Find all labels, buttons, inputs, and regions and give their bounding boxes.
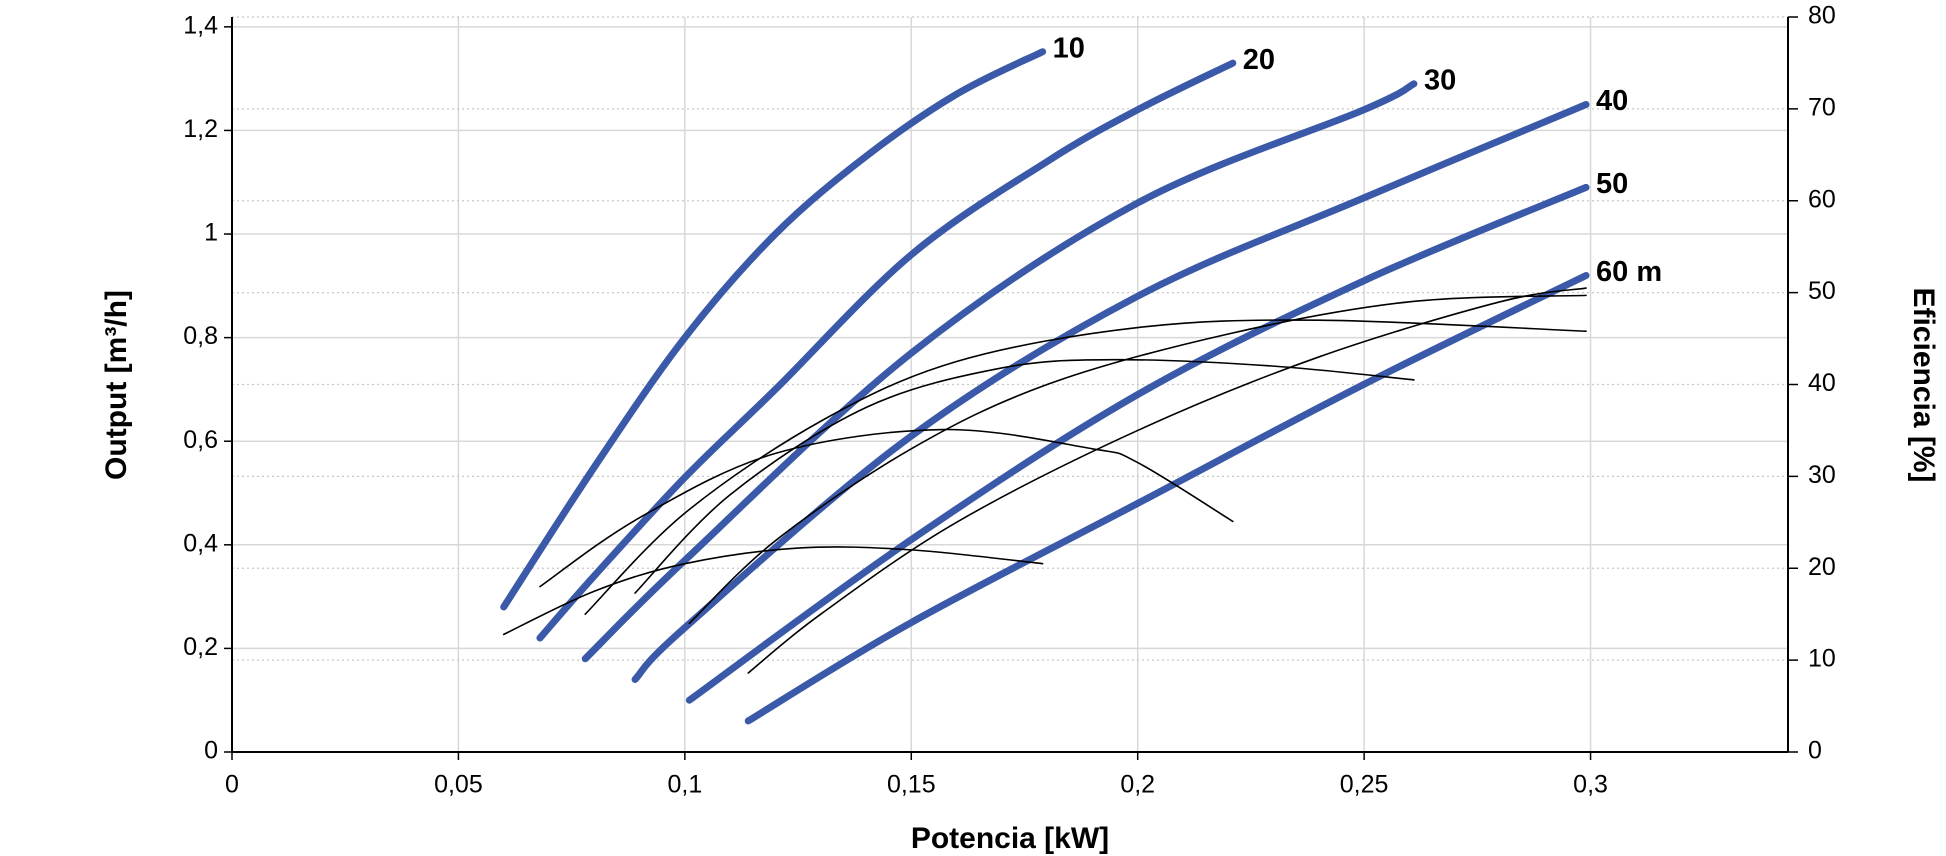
x-tick-label: 0,15 — [887, 771, 936, 799]
x-axis-title: Potencia [kW] — [911, 822, 1109, 855]
curve-label: 30 — [1424, 64, 1456, 96]
curve-label: 20 — [1243, 44, 1275, 76]
y2-tick-label: 70 — [1808, 93, 1836, 121]
y-tick-label: 0,4 — [183, 529, 218, 557]
y-tick-label: 0 — [204, 737, 218, 765]
curve-label: 40 — [1596, 85, 1628, 117]
efficiency-curve — [634, 358, 1415, 594]
x-tick-label: 0,25 — [1340, 771, 1389, 799]
efficiency-curve — [747, 287, 1587, 674]
y2-tick-label: 60 — [1808, 185, 1836, 213]
y-tick-label: 0,6 — [183, 426, 218, 454]
curve-label: 10 — [1053, 32, 1085, 64]
y-tick-label: 1,4 — [183, 11, 218, 39]
x-tick-label: 0,3 — [1573, 771, 1608, 799]
output-curve — [631, 101, 1590, 683]
x-tick-label: 0,1 — [667, 771, 702, 799]
y2-tick-label: 80 — [1808, 2, 1836, 30]
curve-label: 60 m — [1596, 256, 1662, 288]
y2-tick-label: 30 — [1808, 461, 1836, 489]
y2-tick-label: 0 — [1808, 737, 1822, 765]
x-tick-label: 0 — [225, 771, 239, 799]
curve-label: 50 — [1596, 168, 1628, 200]
output-curve — [744, 271, 1590, 725]
y-tick-label: 1,2 — [183, 115, 218, 143]
y-tick-label: 0,2 — [183, 633, 218, 661]
y2-tick-label: 50 — [1808, 277, 1836, 305]
output-curve — [500, 48, 1047, 611]
y-axis-title: Output [m³/h] — [100, 290, 133, 480]
x-tick-label: 0,2 — [1120, 771, 1155, 799]
output-curve — [685, 183, 1590, 704]
y-tick-label: 1 — [204, 219, 218, 247]
efficiency-curve — [502, 546, 1044, 636]
y2-axis-title: Eficiencia [%] — [1907, 287, 1940, 482]
efficiency-curve — [539, 428, 1234, 588]
y2-tick-label: 10 — [1808, 645, 1836, 673]
y2-tick-label: 20 — [1808, 553, 1836, 581]
efficiency-curve — [688, 294, 1587, 625]
efficiency-curve — [584, 319, 1587, 615]
output-curve — [536, 59, 1237, 642]
y-tick-label: 0,8 — [183, 322, 218, 350]
y2-tick-label: 40 — [1808, 369, 1836, 397]
output-curve — [581, 80, 1418, 663]
x-tick-label: 0,05 — [434, 771, 483, 799]
